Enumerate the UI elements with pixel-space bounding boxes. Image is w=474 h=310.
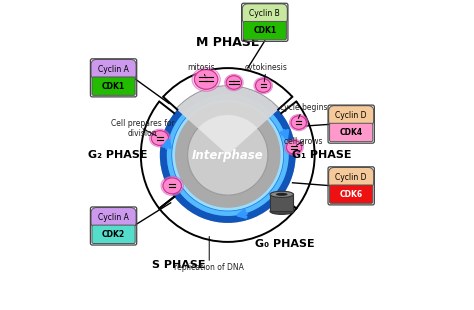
Text: Cyclin A: Cyclin A <box>98 65 129 74</box>
Text: CDK1: CDK1 <box>102 82 125 91</box>
FancyBboxPatch shape <box>243 21 286 40</box>
Text: cycle begins: cycle begins <box>280 103 327 118</box>
Ellipse shape <box>194 69 218 89</box>
Text: M PHASE: M PHASE <box>196 36 259 49</box>
FancyBboxPatch shape <box>92 225 135 243</box>
Ellipse shape <box>149 129 170 147</box>
Wedge shape <box>160 87 296 223</box>
Text: G₁ PHASE: G₁ PHASE <box>292 150 352 160</box>
FancyBboxPatch shape <box>242 4 287 24</box>
Wedge shape <box>177 87 278 128</box>
Wedge shape <box>177 87 278 155</box>
Ellipse shape <box>285 139 303 155</box>
Ellipse shape <box>270 191 293 197</box>
Text: CDK4: CDK4 <box>340 128 363 137</box>
Text: Cyclin D: Cyclin D <box>336 111 367 120</box>
FancyBboxPatch shape <box>92 77 135 95</box>
FancyBboxPatch shape <box>91 208 136 228</box>
Ellipse shape <box>225 74 243 91</box>
Ellipse shape <box>161 176 183 196</box>
Circle shape <box>188 115 268 195</box>
Ellipse shape <box>291 116 306 129</box>
Ellipse shape <box>192 68 220 91</box>
FancyBboxPatch shape <box>328 167 374 188</box>
Ellipse shape <box>276 193 288 196</box>
Wedge shape <box>167 94 289 216</box>
Text: Cell prepares for
division: Cell prepares for division <box>111 119 175 139</box>
Ellipse shape <box>226 76 242 89</box>
Wedge shape <box>167 94 289 216</box>
Text: Interphase: Interphase <box>192 148 264 162</box>
Text: Cyclin B: Cyclin B <box>249 10 280 19</box>
Ellipse shape <box>163 178 182 194</box>
FancyBboxPatch shape <box>270 194 293 211</box>
Text: CDK6: CDK6 <box>340 190 363 199</box>
Text: Cyclin D: Cyclin D <box>336 173 367 182</box>
Wedge shape <box>160 87 296 223</box>
Text: CDK2: CDK2 <box>102 230 125 239</box>
Ellipse shape <box>255 79 271 92</box>
Text: G₀ PHASE: G₀ PHASE <box>255 240 315 250</box>
Text: cytokinesis: cytokinesis <box>245 63 288 82</box>
Ellipse shape <box>151 131 168 145</box>
Ellipse shape <box>254 78 273 94</box>
Wedge shape <box>172 100 283 210</box>
FancyBboxPatch shape <box>91 60 136 80</box>
FancyBboxPatch shape <box>329 185 373 203</box>
FancyBboxPatch shape <box>329 123 373 142</box>
Text: cell grows: cell grows <box>284 137 323 146</box>
Text: CDK1: CDK1 <box>253 26 276 35</box>
Ellipse shape <box>286 140 302 154</box>
Text: G₂ PHASE: G₂ PHASE <box>89 150 148 160</box>
Ellipse shape <box>290 114 308 131</box>
Wedge shape <box>192 108 263 155</box>
Text: replication of DNA: replication of DNA <box>174 237 244 272</box>
Text: mitosis: mitosis <box>188 63 215 76</box>
FancyBboxPatch shape <box>328 106 374 126</box>
Ellipse shape <box>270 208 293 215</box>
Text: Cyclin A: Cyclin A <box>98 213 129 222</box>
Text: S PHASE: S PHASE <box>152 259 205 270</box>
Wedge shape <box>176 86 279 155</box>
